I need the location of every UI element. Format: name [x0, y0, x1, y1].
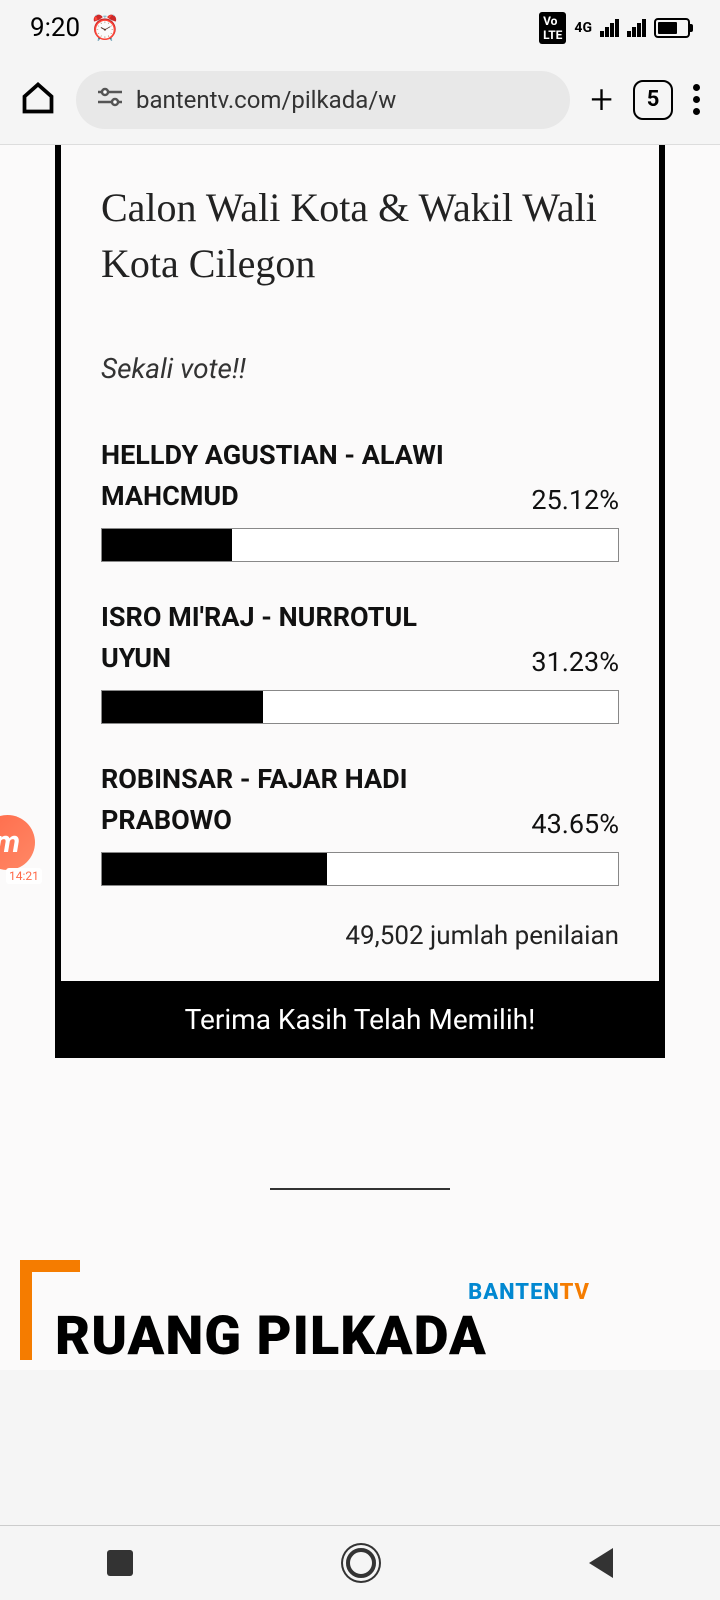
volte-badge: VoLTE: [539, 12, 566, 44]
progress-bar: [101, 690, 619, 724]
network-type: 4G: [574, 20, 592, 36]
page-content: Calon Wali Kota & Wakil Wali Kota Cilego…: [0, 145, 720, 1370]
brand-part1: BANTEN: [468, 1280, 559, 1305]
poll-option: ROBINSAR - FAJAR HADI PRABOWO 43.65%: [101, 759, 619, 886]
url-text: bantentv.com/pilkada/w: [136, 86, 396, 114]
nav-bar: [0, 1525, 720, 1600]
back-icon[interactable]: [589, 1548, 613, 1578]
option-name: HELLDY AGUSTIAN - ALAWI MAHCMUD: [101, 435, 481, 516]
site-settings-icon[interactable]: [96, 86, 124, 113]
progress-bar: [101, 528, 619, 562]
poll-subtitle: Sekali vote!!: [101, 352, 619, 385]
option-name: ROBINSAR - FAJAR HADI PRABOWO: [101, 759, 481, 840]
divider-wrap: [0, 1188, 720, 1190]
home-nav-icon[interactable]: [346, 1548, 376, 1578]
alarm-icon: ⏰: [90, 14, 120, 42]
bubble-time: 14:21: [6, 868, 42, 884]
brand-part2: TV: [560, 1280, 590, 1305]
poll-card: Calon Wali Kota & Wakil Wali Kota Cilego…: [55, 145, 665, 981]
banner-brand: BANTENTV: [468, 1280, 590, 1305]
option-percent: 31.23%: [531, 646, 619, 678]
url-bar[interactable]: bantentv.com/pilkada/w: [76, 71, 570, 129]
battery-icon: [654, 18, 690, 38]
menu-icon[interactable]: [693, 84, 700, 115]
poll-total: 49,502 jumlah penilaian: [101, 921, 619, 951]
option-percent: 43.65%: [531, 808, 619, 840]
option-name: ISRO MI'RAJ - NURROTUL UYUN: [101, 597, 481, 678]
status-time: 9:20: [30, 13, 80, 43]
recent-apps-icon[interactable]: [107, 1550, 133, 1576]
option-percent: 25.12%: [531, 484, 619, 516]
poll-option: ISRO MI'RAJ - NURROTUL UYUN 31.23%: [101, 597, 619, 724]
status-bar: 9:20 ⏰ VoLTE 4G: [0, 0, 720, 55]
progress-fill: [102, 691, 263, 723]
progress-bar: [101, 852, 619, 886]
poll-title: Calon Wali Kota & Wakil Wali Kota Cilego…: [101, 180, 619, 292]
divider: [270, 1188, 450, 1190]
progress-fill: [102, 853, 327, 885]
new-tab-icon[interactable]: +: [590, 76, 613, 123]
status-right: VoLTE 4G: [539, 12, 690, 44]
status-left: 9:20 ⏰: [30, 13, 120, 43]
progress-fill: [102, 529, 232, 561]
bubble-letter: m: [0, 825, 20, 860]
banner-text: RUANG PILKADA: [55, 1305, 487, 1368]
poll-option: HELLDY AGUSTIAN - ALAWI MAHCMUD 25.12%: [101, 435, 619, 562]
signal-bars-1: [600, 19, 619, 37]
browser-bar: bantentv.com/pilkada/w + 5: [0, 55, 720, 145]
poll-footer: Terima Kasih Telah Memilih!: [55, 981, 665, 1058]
tab-count[interactable]: 5: [633, 80, 673, 120]
home-icon[interactable]: [20, 80, 56, 120]
banner: BANTENTV RUANG PILKADA: [20, 1280, 700, 1370]
signal-bars-2: [627, 19, 646, 37]
